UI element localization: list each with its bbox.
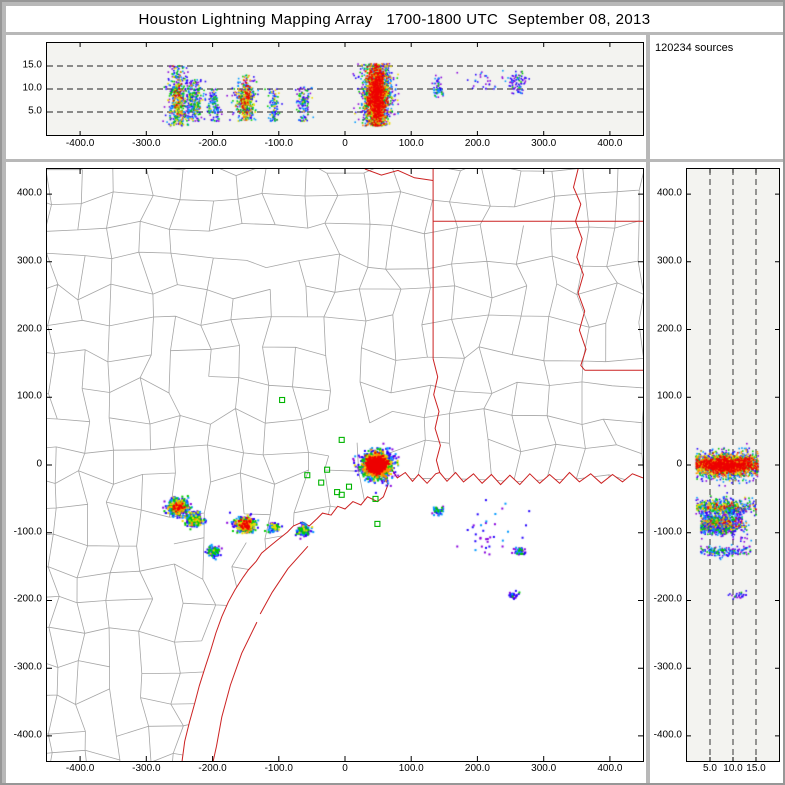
axis-tick-label: -400.0 — [653, 729, 682, 741]
axis-tick-label: 400.0 — [16, 187, 42, 199]
plan-view-plot[interactable] — [46, 168, 644, 762]
axis-tick-label: -300.0 — [653, 661, 682, 673]
axis-tick-label: 200.0 — [464, 763, 490, 774]
axis-tick-label: -100.0 — [13, 526, 42, 538]
axis-tick-label: 15.0 — [746, 763, 766, 774]
axis-tick-label: -100.0 — [264, 763, 293, 774]
axis-tick-label: 300.0 — [656, 255, 682, 267]
plan-view-panel: 400.0 300.0 200.0 100.0 0 -100.0 -200.0 -300.0 -… — [6, 162, 646, 783]
axis-tick-label: 15.0 — [22, 59, 42, 71]
axis-tick-label: -300.0 — [132, 138, 161, 149]
axis-tick-label: 100.0 — [398, 138, 424, 149]
axis-tick-label: -200.0 — [653, 593, 682, 605]
axis-tick-label: 0 — [342, 138, 348, 149]
axis-tick-label: 200.0 — [464, 138, 490, 149]
ew-altitude-plot[interactable] — [46, 42, 644, 136]
axis-tick-label: 300.0 — [531, 763, 557, 774]
axis-tick-label: 0 — [36, 458, 42, 470]
axis-tick-label: 0 — [342, 763, 348, 774]
axis-tick-label: -100.0 — [653, 526, 682, 538]
axis-tick-label: 300.0 — [531, 138, 557, 149]
axis-tick-label: 200.0 — [16, 323, 42, 335]
ew-scatter-canvas[interactable] — [47, 43, 643, 135]
page-title: Houston Lightning Mapping Array 1700-180… — [6, 6, 783, 32]
ns-scatter-canvas[interactable] — [687, 169, 779, 761]
ns-altitude-plot[interactable] — [686, 168, 780, 762]
axis-tick-label: 5.0 — [28, 105, 42, 117]
axis-tick-label: 0 — [676, 458, 682, 470]
source-count-label: 120234 sources — [655, 42, 734, 54]
ns-altitude-panel: 400.0 300.0 200.0 100.0 0 -100.0 -200.0 -300.0 -… — [650, 162, 783, 783]
sources-panel: 120234 sources — [650, 35, 783, 159]
axis-tick-label: 100.0 — [398, 763, 424, 774]
axis-tick-label: -200.0 — [198, 763, 227, 774]
axis-tick-label: 100.0 — [656, 390, 682, 402]
axis-tick-label: 100.0 — [16, 390, 42, 402]
ew-altitude-panel: 5.0 10.0 15.0 -400.0 -300.0 -200.0 -100.0 0 100.… — [6, 35, 646, 159]
axis-tick-label: -400.0 — [65, 763, 95, 774]
axis-tick-label: 10.0 — [22, 82, 42, 94]
axis-tick-label: -200.0 — [13, 593, 42, 605]
axis-tick-label: -400.0 — [13, 729, 42, 741]
axis-tick-label: 200.0 — [656, 323, 682, 335]
axis-tick-label: -100.0 — [264, 138, 293, 149]
axis-tick-label: 5.0 — [703, 763, 717, 774]
axis-tick-label: -200.0 — [198, 138, 227, 149]
axis-tick-label: -300.0 — [13, 661, 42, 673]
plan-scatter-canvas[interactable] — [47, 169, 643, 761]
axis-tick-label: -400.0 — [65, 138, 95, 149]
axis-tick-label: -300.0 — [132, 763, 161, 774]
axis-tick-label: 400.0 — [656, 187, 682, 199]
axis-tick-label: 10.0 — [723, 763, 743, 774]
axis-tick-label: 300.0 — [16, 255, 42, 267]
axis-tick-label: 400.0 — [597, 138, 623, 149]
axis-tick-label: 400.0 — [597, 763, 623, 774]
